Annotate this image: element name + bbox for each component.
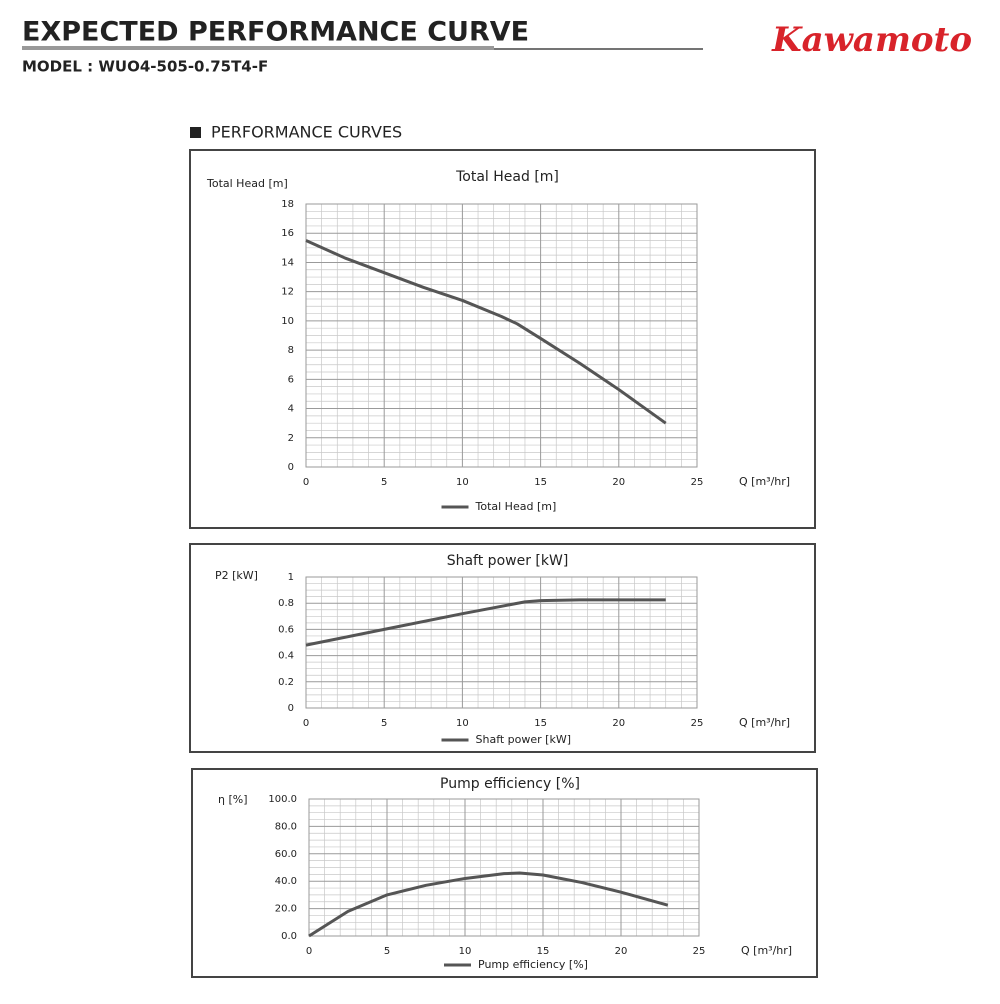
legend-label: Total Head [m] <box>475 500 557 513</box>
series-line <box>308 871 669 938</box>
chart-title: Pump efficiency [%] <box>440 776 580 792</box>
x-tick-label: 0 <box>303 477 309 488</box>
title-underline <box>22 46 494 50</box>
chart-frame <box>189 149 816 529</box>
x-tick-label: 0 <box>306 946 312 957</box>
chart-title: Shaft power [kW] <box>447 553 569 569</box>
x-axis-label: Q [m³/hr] <box>739 475 790 488</box>
x-tick-label: 25 <box>691 477 704 488</box>
y-tick-label: 0 <box>288 462 294 473</box>
series-line <box>305 239 667 425</box>
y-tick-label: 0.2 <box>278 677 294 688</box>
plot-frame <box>305 576 698 709</box>
y-tick-label: 0.0 <box>281 931 297 942</box>
y-tick-label: 10 <box>281 316 294 327</box>
y-axis-label: Total Head [m] <box>206 177 288 190</box>
y-tick-label: 6 <box>288 374 294 385</box>
y-tick-label: 2 <box>288 433 294 444</box>
x-tick-label: 5 <box>381 477 387 488</box>
y-tick-label: 60.0 <box>275 849 297 860</box>
y-axis-label: η [%] <box>218 793 248 806</box>
x-tick-label: 0 <box>303 718 309 729</box>
y-tick-label: 8 <box>288 345 294 356</box>
x-tick-label: 25 <box>691 718 704 729</box>
model: MODEL : WUO4-505-0.75T4-F <box>22 58 268 76</box>
y-tick-label: 16 <box>281 228 294 239</box>
x-axis-label: Q [m³/hr] <box>739 716 790 729</box>
x-tick-label: 20 <box>615 946 628 957</box>
x-tick-label: 25 <box>693 946 706 957</box>
x-tick-label: 5 <box>381 718 387 729</box>
section-bullet <box>190 127 201 138</box>
x-tick-label: 10 <box>456 477 469 488</box>
y-tick-label: 4 <box>288 404 294 415</box>
y-tick-label: 1 <box>288 572 294 583</box>
y-tick-label: 0 <box>288 703 294 714</box>
y-tick-label: 0.4 <box>278 651 294 662</box>
y-tick-label: 80.0 <box>275 821 297 832</box>
page-title: EXPECTED PERFORMANCE CURVE <box>22 17 529 48</box>
chart-frame <box>189 543 816 753</box>
plot-frame <box>308 798 700 937</box>
x-tick-label: 15 <box>534 477 547 488</box>
legend-label: Pump efficiency [%] <box>478 958 588 971</box>
x-tick-label: 15 <box>537 946 550 957</box>
x-tick-label: 5 <box>384 946 390 957</box>
legend-label: Shaft power [kW] <box>476 733 572 746</box>
chart-frame <box>191 768 818 978</box>
y-tick-label: 0.6 <box>278 624 294 635</box>
y-axis-label: P2 [kW] <box>215 569 258 582</box>
x-tick-label: 10 <box>459 946 472 957</box>
x-tick-label: 15 <box>534 718 547 729</box>
brand-logo: Kawamoto <box>771 20 972 60</box>
y-tick-label: 40.0 <box>275 876 297 887</box>
x-tick-label: 20 <box>612 718 625 729</box>
y-tick-label: 0.8 <box>278 598 294 609</box>
x-axis-label: Q [m³/hr] <box>741 944 792 957</box>
y-tick-label: 100.0 <box>268 794 297 805</box>
x-tick-label: 10 <box>456 718 469 729</box>
series-line <box>305 598 666 647</box>
y-tick-label: 14 <box>281 257 294 268</box>
y-tick-label: 18 <box>281 199 294 210</box>
y-tick-label: 20.0 <box>275 904 297 915</box>
chart-title: Total Head [m] <box>455 169 559 185</box>
section-title: PERFORMANCE CURVES <box>211 123 402 142</box>
plot-frame <box>305 203 698 468</box>
y-tick-label: 12 <box>281 287 294 298</box>
x-tick-label: 20 <box>612 477 625 488</box>
